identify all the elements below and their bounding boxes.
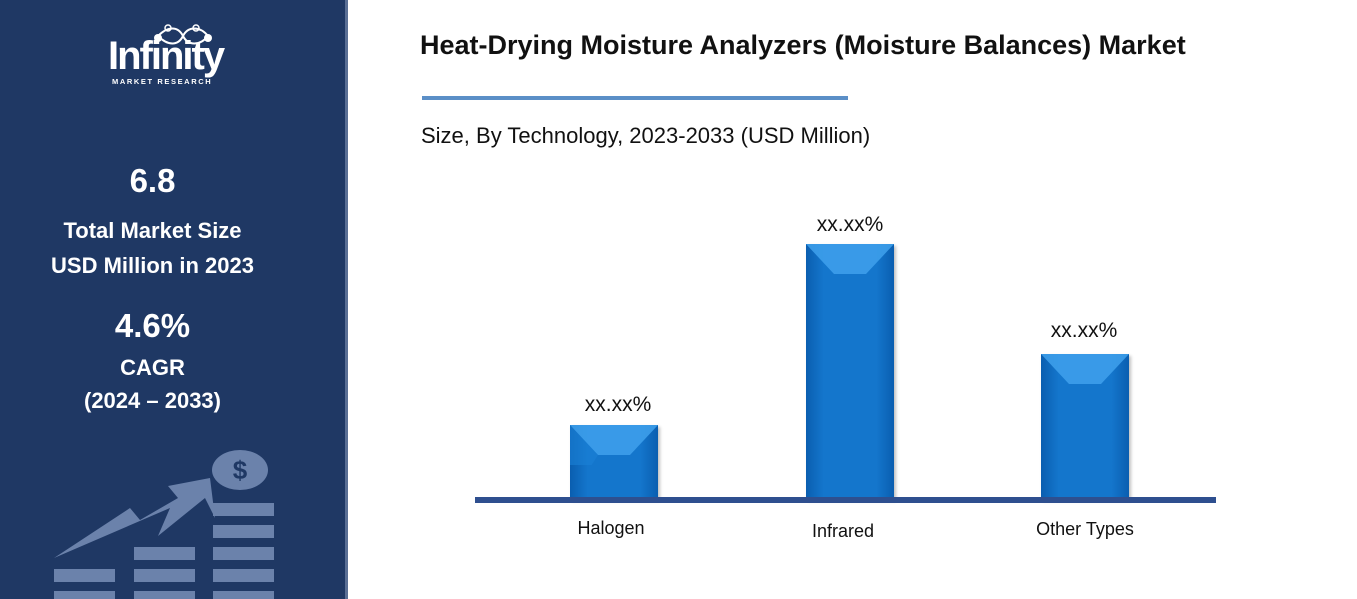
sidebar-divider xyxy=(345,0,348,599)
bar-label-halogen: xx.xx% xyxy=(584,393,652,416)
title-underline xyxy=(422,96,848,100)
brand-tagline: MARKET RESEARCH xyxy=(112,77,213,86)
cagr-value: 4.6% xyxy=(114,307,191,344)
bar-bevel xyxy=(1041,354,1129,384)
growth-chart-icon: $ xyxy=(54,450,274,599)
market-size-label-2: USD Million in 2023 xyxy=(51,253,254,278)
brand-name: Infinity xyxy=(108,34,225,78)
chart-subtitle: Size, By Technology, 2023-2033 (USD Mill… xyxy=(421,123,871,148)
bar-label-infrared: xx.xx% xyxy=(816,213,884,236)
bar-bevel xyxy=(570,425,658,465)
market-size-value: 6.8 xyxy=(129,162,176,199)
category-other-types: Other Types xyxy=(1036,519,1134,539)
infinity-loop-icon xyxy=(154,24,212,45)
bar-other-types xyxy=(1041,354,1129,499)
market-size-label-1: Total Market Size xyxy=(63,218,242,243)
cagr-period: (2024 – 2033) xyxy=(84,388,221,413)
category-infrared: Infrared xyxy=(811,521,875,541)
bar-halogen xyxy=(570,425,658,499)
category-halogen: Halogen xyxy=(577,518,645,538)
bar-infrared xyxy=(806,244,894,499)
cagr-label: CAGR xyxy=(120,355,185,380)
x-axis-line xyxy=(475,497,1216,503)
chart-title: Heat-Drying Moisture Analyzers (Moisture… xyxy=(420,30,1186,60)
sidebar: Infinity MARKET RESEARCH 6.8 Total Marke… xyxy=(0,0,345,599)
brand-logo: Infinity MARKET RESEARCH xyxy=(108,24,243,88)
bar-label-other-types: xx.xx% xyxy=(1050,319,1118,342)
bar-bevel xyxy=(806,244,894,274)
svg-text:$: $ xyxy=(233,455,248,485)
